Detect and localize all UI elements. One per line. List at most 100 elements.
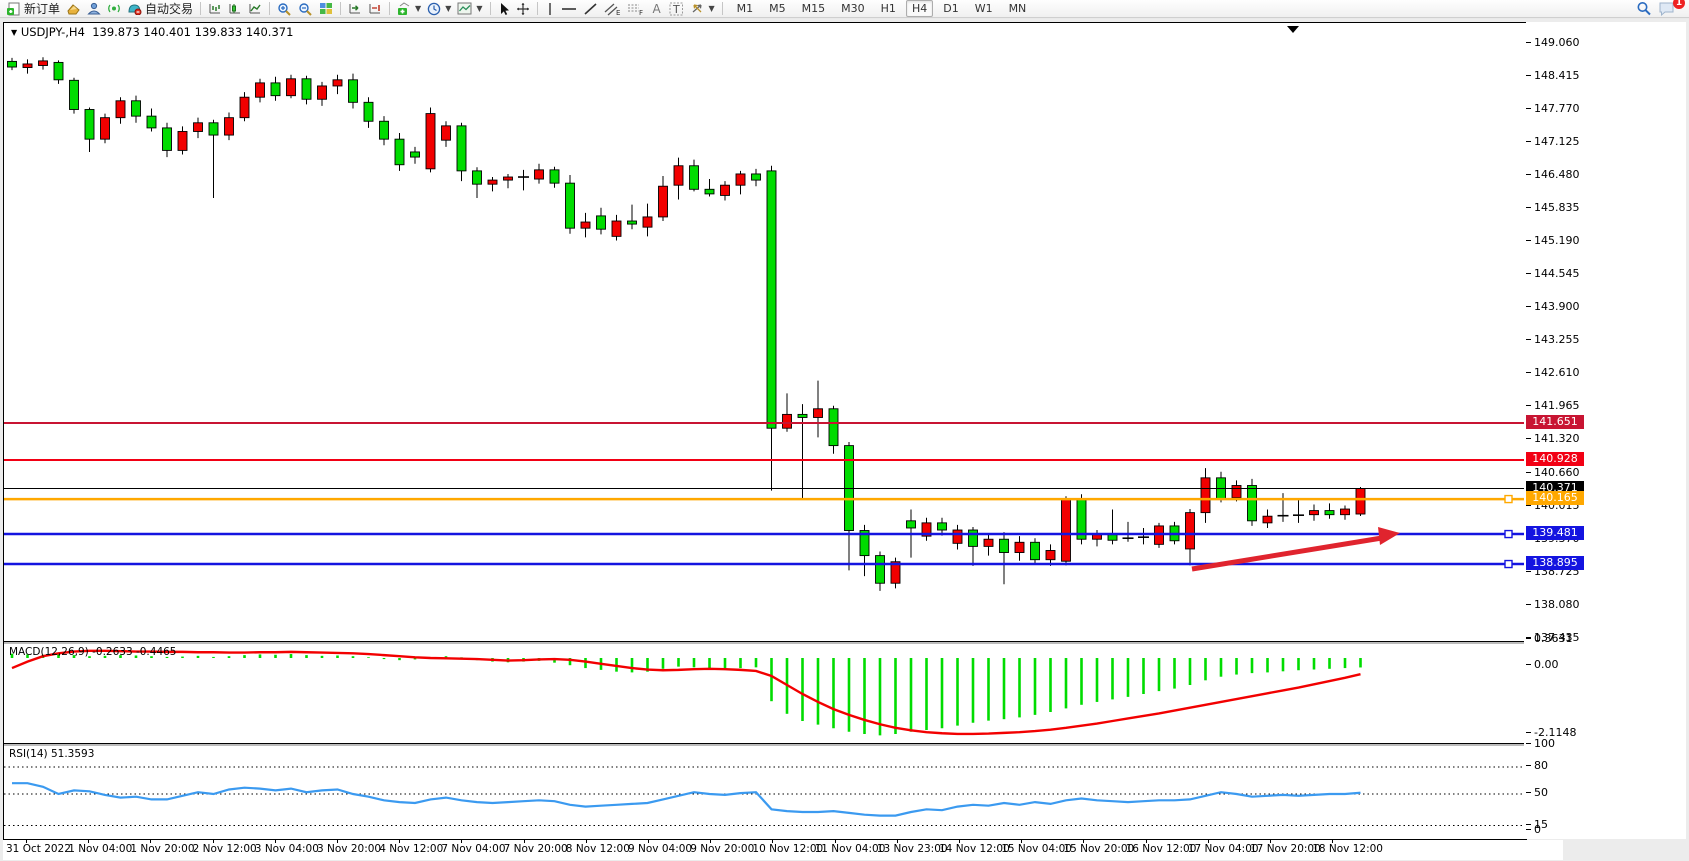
tile-windows-button[interactable] [316,1,336,17]
time-tick [337,840,338,843]
fibonacci-tool-button[interactable]: F [624,1,647,17]
bar-chart-button[interactable] [205,1,225,17]
candle [983,534,994,556]
trendline-tool-button[interactable] [580,1,601,17]
crosshair-tool-button[interactable] [513,1,533,17]
profile-button[interactable] [84,1,104,17]
candle [952,524,963,550]
macd-values: -0.2633 -0.4465 [92,646,177,658]
candle [611,214,622,241]
price-axis[interactable]: 149.060 148.415 147.770 147.125 146.480 145.8… [1525,22,1686,839]
time-label: 17 Nov 20:00 [1250,843,1321,855]
time-axis[interactable]: 31 Oct 2022 1 Nov 04:00 1 Nov 20:00 2 Nov 1… [3,840,1563,860]
macd-chart[interactable] [4,644,1524,743]
timeframe-H1[interactable]: H1 [880,2,896,15]
candle [425,107,436,173]
candle [968,526,978,566]
rsi-panel[interactable]: RSI(14) 51.3593 [4,746,1524,838]
trend-arrow-head[interactable] [1378,527,1400,545]
price-badge: 140.165 [1526,491,1584,506]
toolbar-separator [269,2,271,15]
price-tick: 0 [1526,823,1541,836]
candle [38,57,48,70]
candle [549,166,560,188]
text-label-tool-button[interactable]: T [666,1,687,17]
candle [999,532,1009,585]
chart-shift-icon [369,4,381,14]
templates-button[interactable]: ▼ [454,1,485,17]
candle [1045,544,1056,566]
rsi-name: RSI(14) [9,748,48,760]
time-label: 17 Nov 04:00 [1187,843,1259,855]
price-badge: 140.928 [1526,452,1584,467]
trend-arrow[interactable] [1191,534,1389,572]
rsi-chart[interactable] [4,746,1524,838]
new-order-button[interactable]: 新订单 [3,1,63,17]
candlestick-chart[interactable] [4,23,1524,641]
line-handle[interactable] [1504,494,1513,504]
time-label: 3 Nov 20:00 [317,843,382,855]
chart-title: ▼ USDJPY-,H4 139.873 140.401 139.833 140… [11,25,293,39]
quotes-button[interactable] [63,1,84,17]
periods-icon [427,2,441,15]
search-button[interactable] [1633,1,1655,17]
candle [782,393,792,432]
time-tick [461,840,463,843]
line-handle[interactable] [1504,529,1513,539]
timeframe-H4[interactable]: H4 [905,0,934,17]
toolbar-separator [721,2,723,15]
zoom-in-button[interactable] [274,1,295,17]
signals-button[interactable] [104,1,124,17]
text-tool-button[interactable]: A [647,1,666,17]
price-badge: 141.651 [1526,415,1584,430]
toolbar-separator [200,2,202,15]
periods-button[interactable]: ▼ [424,1,454,17]
macd-panel[interactable]: MACD(12,26,9) -0.2633 -0.4465 [4,644,1524,743]
price-tick: 145.190 [1526,233,1580,247]
main-price-panel[interactable]: ▼ USDJPY-,H4 139.873 140.401 139.833 140… [4,23,1524,641]
time-label: 15 Nov 20:00 [1063,843,1135,855]
indicators-button[interactable]: ▼ [394,1,424,17]
svg-text:E: E [616,9,620,16]
shapes-tool-button[interactable]: ▼ [687,1,718,17]
timeframe-MN[interactable]: MN [1008,2,1027,15]
candle [1324,503,1335,519]
text-icon: A [652,2,661,15]
cursor-icon [500,2,509,15]
toolbar-separator [340,2,342,15]
dropdown-caret-icon: ▼ [445,4,452,13]
chart-window[interactable]: ▼ USDJPY-,H4 139.873 140.401 139.833 140… [3,22,1527,840]
line-handle[interactable] [1504,559,1513,569]
timeframe-M30[interactable]: M30 [841,2,865,15]
new-order-icon [7,2,20,15]
timeframe-M15[interactable]: M15 [801,2,826,15]
timeframe-M1[interactable]: M1 [736,2,754,15]
auto-scroll-button[interactable] [345,1,365,17]
candle [115,97,126,124]
timeframe-M5[interactable]: M5 [769,2,786,15]
autotrading-button[interactable]: 自动交易 [124,1,196,17]
candle [239,92,250,122]
timeframe-D1[interactable]: D1 [943,2,959,15]
time-label: 31 Oct 2022 [6,843,71,855]
candlestick-chart-button[interactable] [225,1,245,17]
time-label: 9 Nov 20:00 [690,843,755,855]
zoom-out-button[interactable] [295,1,316,17]
chat-button[interactable]: 1 [1655,0,1685,17]
vertical-line-tool-button[interactable] [542,1,558,17]
candle [813,380,823,438]
candle [890,557,901,589]
scroll-marker-icon[interactable] [1287,26,1299,33]
price-tick: 148.415 [1526,68,1580,82]
time-label: 7 Nov 20:00 [503,843,568,855]
time-tick [1145,840,1147,843]
timeframe-W1[interactable]: W1 [974,2,993,15]
chart-shift-button[interactable] [365,1,385,17]
time-tick [1083,840,1085,843]
candle [1216,471,1226,503]
line-chart-button[interactable] [245,1,265,17]
horizontal-line-tool-button[interactable] [558,1,580,17]
channel-tool-button[interactable]: E [601,1,624,17]
time-tick [834,840,836,843]
cursor-tool-button[interactable] [495,1,513,17]
